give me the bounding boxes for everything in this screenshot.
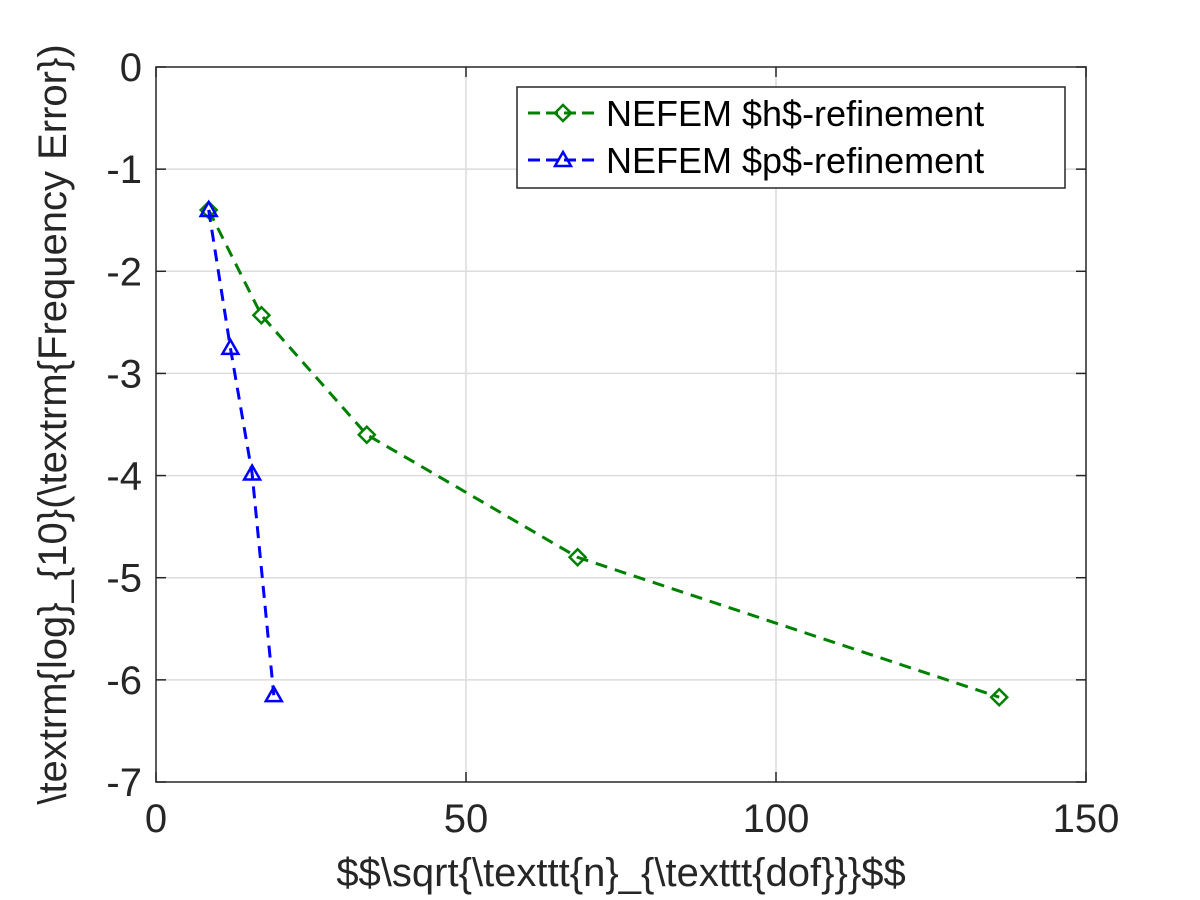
legend-box bbox=[516, 86, 1066, 189]
y-tick-label: 0 bbox=[120, 46, 142, 90]
y-tick-label: -1 bbox=[106, 148, 142, 192]
series-2-point bbox=[241, 463, 263, 481]
series-1-point bbox=[567, 547, 588, 568]
x-tick-label: 50 bbox=[444, 797, 489, 841]
series-1-point bbox=[357, 424, 377, 445]
legend-label: NEFEM $p$-refinement bbox=[606, 140, 984, 181]
x-axis-label: $$\sqrt{\texttt{n}_{\texttt{dof}}}$$ bbox=[336, 851, 905, 895]
series-layer bbox=[198, 199, 1009, 707]
series-2-point bbox=[220, 337, 241, 356]
x-tick-label: 0 bbox=[145, 797, 167, 841]
x-tick-label: 150 bbox=[1053, 797, 1120, 841]
ticks bbox=[155, 66, 1087, 783]
legend-entry-1: NEFEM $h$-refinement bbox=[528, 93, 984, 134]
legend-swatch-marker bbox=[552, 149, 574, 168]
series-1-point bbox=[251, 305, 272, 325]
series-2-point bbox=[263, 684, 284, 703]
series-2-point bbox=[198, 199, 219, 218]
series-2-line bbox=[207, 209, 276, 696]
y-tick-label: -4 bbox=[106, 455, 142, 499]
series-2 bbox=[198, 199, 284, 703]
series-1-line bbox=[207, 209, 1000, 699]
tick-labels: 0 50 100 150 0 -1 -2 -3 -4 -5 -6 -7 bbox=[106, 46, 1119, 841]
y-tick-label: -2 bbox=[106, 250, 142, 294]
y-tick-label: -6 bbox=[106, 659, 142, 703]
series-1-point bbox=[989, 687, 1009, 707]
legend-entry-2: NEFEM $p$-refinement bbox=[528, 140, 984, 181]
x-tick-label: 100 bbox=[743, 797, 810, 841]
y-tick-label: -7 bbox=[106, 761, 142, 805]
legend-label: NEFEM $h$-refinement bbox=[606, 93, 984, 134]
y-tick-label: -3 bbox=[106, 352, 142, 396]
y-axis-label: \textrm{log}_{10}(\textrm{Frequency Erro… bbox=[31, 44, 75, 804]
plot-frame bbox=[155, 66, 1087, 783]
legend-swatch-marker bbox=[553, 103, 573, 123]
legend: NEFEM $h$-refinement NEFEM $p$-refinement bbox=[516, 86, 1066, 189]
y-tick-label: -5 bbox=[106, 557, 142, 601]
